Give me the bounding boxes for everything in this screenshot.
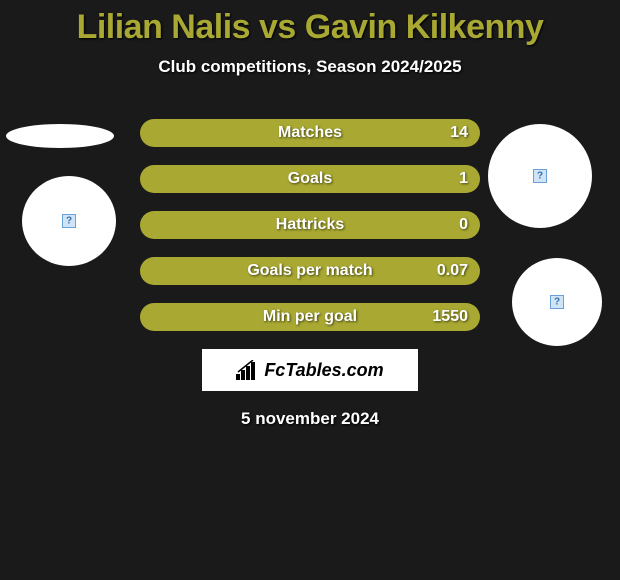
image-placeholder-icon [533,169,547,183]
stat-value: 1550 [432,308,468,326]
player-avatar-right-1 [488,124,592,228]
brand-chart-icon [236,360,260,380]
stat-label: Hattricks [276,216,344,234]
stat-label: Goals per match [247,262,372,280]
stat-row-goals-per-match: Goals per match 0.07 [140,257,480,285]
stat-label: Min per goal [263,308,357,326]
player-avatar-right-2 [512,258,602,346]
stat-label: Matches [278,124,342,142]
stat-row-goals: Goals 1 [140,165,480,193]
stat-value: 1 [459,170,468,188]
brand-box: FcTables.com [202,349,418,391]
subtitle: Club competitions, Season 2024/2025 [0,57,620,77]
stat-value: 0 [459,216,468,234]
date-text: 5 november 2024 [0,409,620,429]
stat-value: 14 [450,124,468,142]
stat-row-min-per-goal: Min per goal 1550 [140,303,480,331]
stat-row-matches: Matches 14 [140,119,480,147]
page-title: Lilian Nalis vs Gavin Kilkenny [0,0,620,47]
stat-label: Goals [288,170,332,188]
player-avatar-left [22,176,116,266]
decorative-ellipse [6,124,114,148]
stat-value: 0.07 [437,262,468,280]
image-placeholder-icon [62,214,76,228]
image-placeholder-icon [550,295,564,309]
stat-row-hattricks: Hattricks 0 [140,211,480,239]
brand-text: FcTables.com [264,360,383,381]
